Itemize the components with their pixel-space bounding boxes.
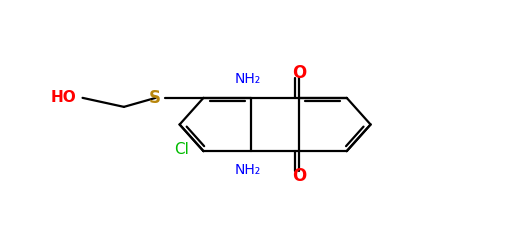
Text: O: O xyxy=(292,64,306,82)
Text: NH₂: NH₂ xyxy=(235,163,261,177)
Text: NH₂: NH₂ xyxy=(235,72,261,86)
Text: O: O xyxy=(292,167,306,185)
Text: HO: HO xyxy=(50,90,76,105)
Text: Cl: Cl xyxy=(175,142,189,157)
Text: S: S xyxy=(149,89,161,107)
